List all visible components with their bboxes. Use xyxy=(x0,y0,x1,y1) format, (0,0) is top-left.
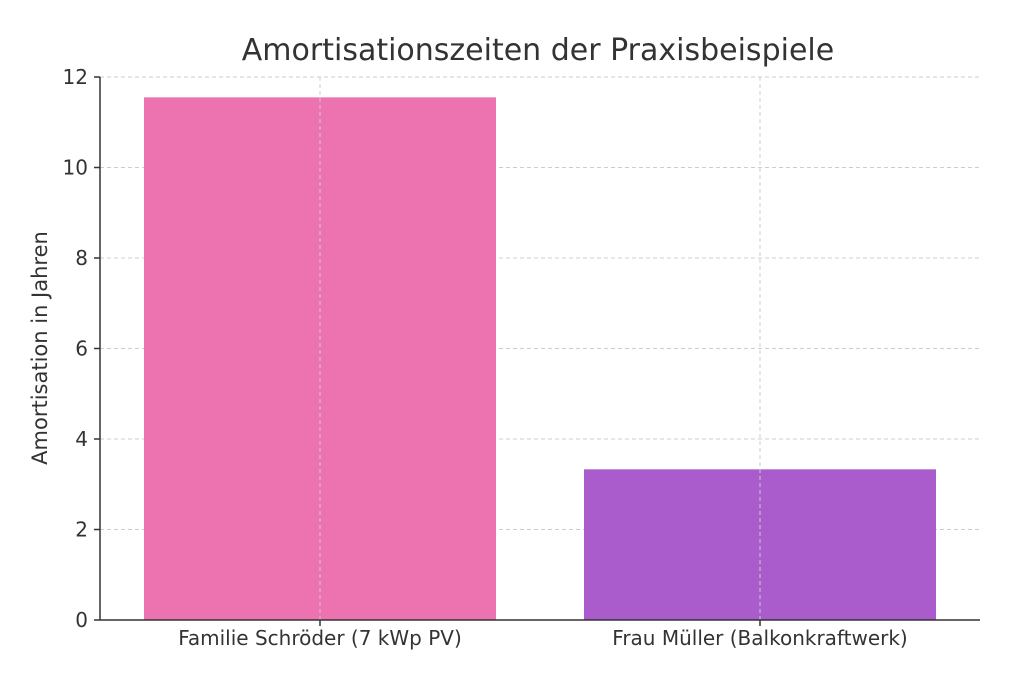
y-tick-labels: 0 2 4 6 8 10 12 xyxy=(63,65,88,632)
chart-title: Amortisationszeiten der Praxisbeispiele xyxy=(242,33,834,68)
y-tick-label: 6 xyxy=(75,337,88,361)
y-tick-label: 10 xyxy=(63,156,88,180)
y-axis-label: Amortisation in Jahren xyxy=(28,231,52,465)
bar xyxy=(584,469,936,620)
y-tick-label: 12 xyxy=(63,65,88,89)
x-tick-labels: Familie Schröder (7 kWp PV) Frau Müller (… xyxy=(178,626,908,650)
axes xyxy=(94,76,980,626)
y-tick-label: 8 xyxy=(75,246,88,270)
y-tick-label: 4 xyxy=(75,427,88,451)
y-tick-label: 0 xyxy=(75,608,88,632)
x-tick-label: Frau Müller (Balkonkraftwerk) xyxy=(612,626,907,650)
bars xyxy=(144,77,936,621)
x-tick-label: Familie Schröder (7 kWp PV) xyxy=(178,626,462,650)
y-tick-label: 2 xyxy=(75,518,88,542)
